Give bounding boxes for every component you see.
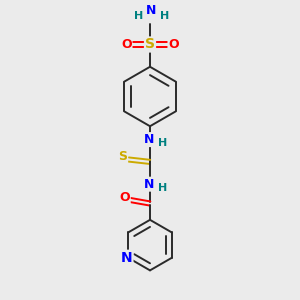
Text: H: H: [158, 138, 167, 148]
Text: H: H: [160, 11, 169, 21]
Text: H: H: [134, 11, 143, 21]
Text: N: N: [146, 4, 157, 17]
Text: H: H: [158, 183, 167, 193]
Text: S: S: [118, 150, 127, 163]
Text: S: S: [145, 38, 155, 52]
Text: O: O: [119, 191, 130, 204]
Text: N: N: [144, 178, 154, 191]
Text: N: N: [144, 133, 154, 146]
Text: N: N: [121, 251, 132, 265]
Text: O: O: [169, 38, 179, 51]
Text: O: O: [121, 38, 131, 51]
